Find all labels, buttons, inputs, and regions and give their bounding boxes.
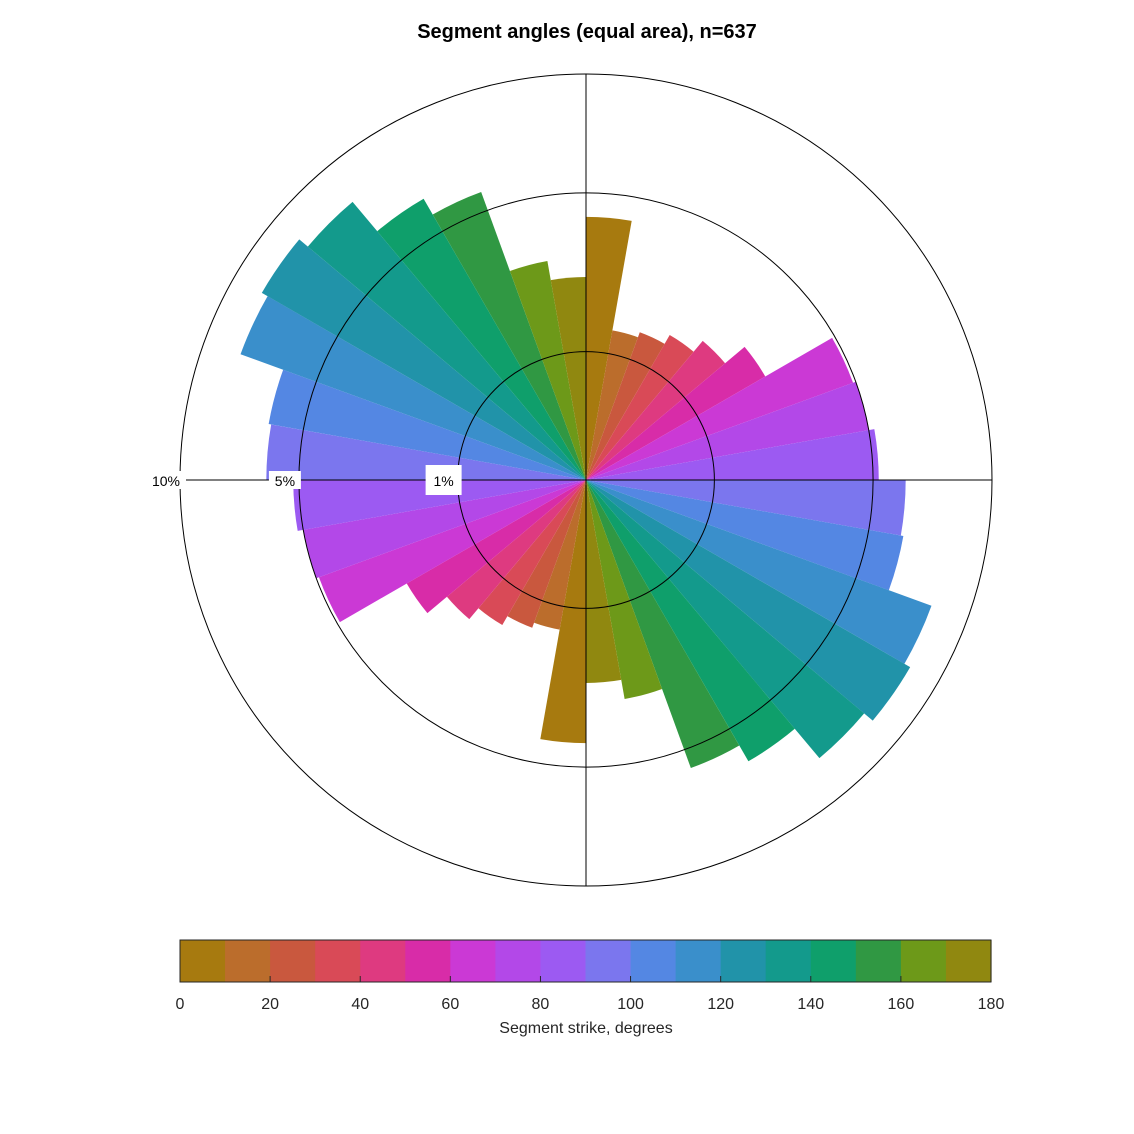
rose-petal-50-deg (586, 346, 766, 480)
rose-petal-110-deg (586, 480, 932, 664)
rose-petal-0-deg-opposite (540, 480, 586, 744)
rose-petal-50-deg-opposite (406, 480, 586, 614)
colorbar-tick-label-100: 100 (617, 996, 644, 1013)
polar-axes (180, 74, 992, 886)
colorbar-tick-label-160: 160 (888, 996, 915, 1013)
colorbar-swatch-11 (675, 940, 722, 982)
colorbar-swatch-6 (450, 940, 496, 982)
ring-label-1-background (425, 465, 462, 495)
rose-petal-90-deg (586, 480, 906, 536)
rose-petal-130-deg-opposite (307, 201, 586, 480)
chart-title: Segment angles (equal area), n=637 (417, 21, 757, 43)
rose-petal-0-deg (586, 216, 632, 480)
colorbar-swatch-16 (900, 940, 947, 982)
rose-petal-70-deg-opposite (303, 480, 586, 579)
rose-petal-10-deg (586, 330, 638, 480)
rose-petal-60-deg (586, 337, 854, 480)
rose-petal-80-deg (586, 429, 879, 480)
colorbar-label: Segment strike, degrees (499, 1020, 672, 1037)
rose-petal-40-deg-opposite (446, 480, 586, 620)
rose-petal-10-deg-opposite (534, 480, 586, 630)
rose-petal-40-deg (586, 340, 726, 480)
rose-petal-170-deg-opposite (550, 277, 586, 480)
colorbar-swatch-7 (495, 940, 542, 982)
colorbar-swatch-4 (360, 940, 406, 982)
ring-label-5-background (268, 471, 301, 489)
colorbar (179, 939, 992, 983)
rose-petal-130-deg (586, 480, 865, 759)
colorbar-swatch-15 (855, 940, 902, 982)
rose-petal-30-deg-opposite (478, 480, 586, 625)
colorbar-tick-label-140: 140 (797, 996, 824, 1013)
colorbar-swatch-1 (225, 940, 271, 982)
colorbar-swatch-14 (810, 940, 857, 982)
rose-petal-100-deg-opposite (268, 369, 586, 480)
rose-petal-70-deg (586, 381, 869, 480)
ring-label-5: 5% (275, 473, 295, 489)
rose-petal-20-deg (586, 332, 665, 480)
rose-petal-120-deg (586, 480, 911, 721)
colorbar-tick-label-120: 120 (707, 996, 734, 1013)
rose-petal-160-deg (586, 480, 663, 699)
colorbar-tick-label-180: 180 (978, 996, 1005, 1013)
rose-petal-90-deg-opposite (266, 424, 586, 480)
ring-labels: 1% 5% 10% (146, 465, 462, 495)
rose-petal-170-deg (586, 480, 622, 683)
rose-petal-20-deg-opposite (507, 480, 586, 628)
rose-petal-150-deg (586, 480, 740, 769)
colorbar-tick-label-40: 40 (351, 996, 369, 1013)
colorbar-tick-label-0: 0 (176, 996, 185, 1013)
rose-petal-150-deg-opposite (432, 191, 586, 480)
rose-petal-110-deg-opposite (240, 296, 586, 480)
rose-petal-120-deg-opposite (261, 239, 586, 480)
rose-petal-30-deg (586, 335, 694, 480)
colorbar-swatch-3 (315, 940, 361, 982)
colorbar-ticks: 0 20 40 60 80 100 120 140 160 180 (176, 976, 1005, 1013)
colorbar-frame (179, 939, 992, 983)
rose-petal-140-deg-opposite (377, 198, 586, 480)
colorbar-swatch-9 (585, 940, 632, 982)
ring-label-10-background (146, 471, 186, 489)
ring-label-10: 10% (152, 473, 180, 489)
colorbar-swatch-12 (720, 940, 767, 982)
colorbar-swatch-0 (180, 940, 226, 982)
colorbar-swatch-13 (765, 940, 812, 982)
rose-petals (240, 191, 932, 769)
colorbar-tick-label-80: 80 (532, 996, 550, 1013)
rose-petal-140-deg (586, 480, 795, 762)
rose-petal-60-deg-opposite (318, 480, 586, 623)
ring-label-1: 1% (433, 473, 453, 489)
rose-petal-100-deg (586, 480, 904, 591)
colorbar-tick-label-20: 20 (261, 996, 279, 1013)
colorbar-swatch-17 (945, 940, 992, 982)
colorbar-swatch-10 (630, 940, 677, 982)
colorbar-swatch-2 (270, 940, 316, 982)
rose-petal-160-deg-opposite (509, 261, 586, 480)
colorbar-swatch-8 (540, 940, 587, 982)
rose-petal-80-deg-opposite (293, 480, 586, 531)
colorbar-tick-label-60: 60 (441, 996, 459, 1013)
colorbar-swatch-5 (405, 940, 451, 982)
